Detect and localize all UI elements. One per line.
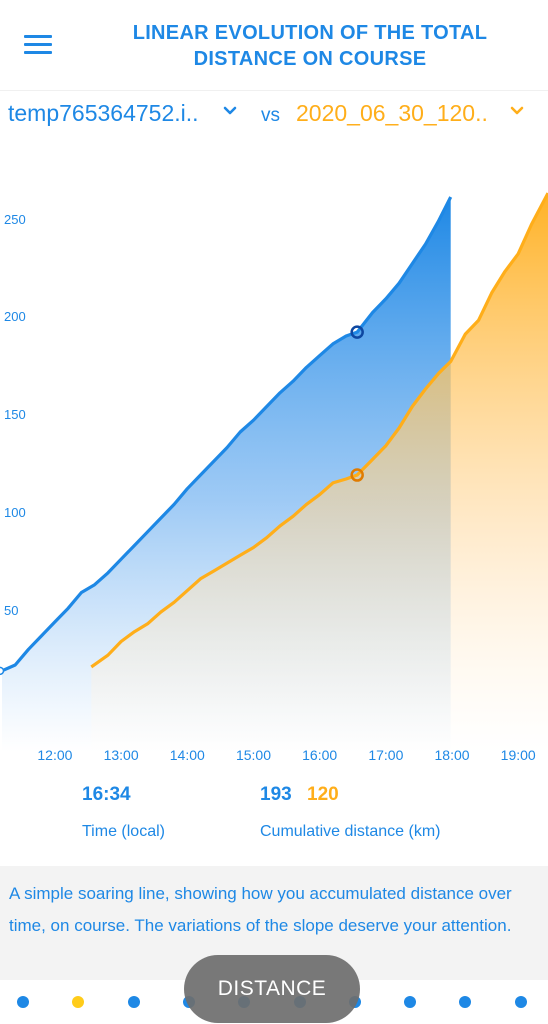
cursor-distance-b-value: 120 bbox=[307, 784, 339, 805]
x-tick-label: 18:00 bbox=[434, 747, 470, 763]
y-tick-label: 150 bbox=[4, 407, 26, 423]
series-b-area bbox=[91, 193, 548, 752]
time-axis-caption: Time (local) bbox=[82, 823, 165, 840]
x-tick-label: 19:00 bbox=[500, 747, 536, 763]
series-a-line bbox=[1, 196, 453, 673]
x-tick-label: 17:00 bbox=[368, 747, 404, 763]
page-dot[interactable] bbox=[127, 996, 140, 1008]
page-dot[interactable] bbox=[17, 996, 29, 1008]
page-title-line1: LINEAR EVOLUTION OF THE TOTAL bbox=[132, 22, 488, 44]
x-tick-label: 14:00 bbox=[169, 747, 205, 763]
x-tick-label: 12:00 bbox=[37, 747, 73, 763]
y-tick-label: 200 bbox=[4, 309, 26, 325]
flight-a-selector[interactable]: temp765364752.i.. bbox=[8, 100, 199, 126]
series-a-start-marker bbox=[0, 666, 5, 676]
page-dot[interactable] bbox=[404, 996, 417, 1008]
flight-b-selector[interactable]: 2020_06_30_120.. bbox=[296, 100, 488, 126]
page-dot[interactable] bbox=[72, 996, 85, 1008]
hamburger-menu-icon[interactable] bbox=[22, 33, 54, 57]
comparison-selector-row bbox=[0, 90, 548, 141]
series-b-line bbox=[90, 192, 548, 669]
vs-label: vs bbox=[261, 105, 280, 126]
app-header: LINEAR EVOLUTION OF THE TOTAL DISTANCE O… bbox=[0, 0, 548, 88]
chart-type-pill-button[interactable]: DISTANCE bbox=[184, 955, 360, 1023]
page-dot[interactable] bbox=[514, 996, 527, 1008]
page-dot[interactable] bbox=[459, 996, 472, 1008]
x-tick-label: 13:00 bbox=[103, 747, 139, 763]
distance-chart[interactable]: 50 100 150 200 250 12:00 13:00 14:00 15:00 16:00… bbox=[0, 140, 548, 780]
page-title-line2: DISTANCE ON COURSE bbox=[193, 48, 427, 70]
chevron-down-icon[interactable] bbox=[510, 104, 524, 118]
chart-canvas[interactable] bbox=[0, 140, 548, 780]
cursor-marker-b bbox=[350, 468, 364, 482]
page-title: LINEAR EVOLUTION OF THE TOTAL DISTANCE O… bbox=[90, 20, 530, 72]
cursor-marker-a bbox=[350, 325, 364, 339]
distance-axis-caption: Cumulative distance (km) bbox=[260, 823, 441, 840]
cursor-time-value: 16:34 bbox=[82, 784, 131, 805]
chevron-down-icon[interactable] bbox=[223, 104, 237, 118]
y-tick-label: 50 bbox=[4, 603, 19, 619]
y-tick-label: 250 bbox=[4, 211, 26, 227]
chart-description-text: A simple soaring line, showing how you a… bbox=[9, 884, 512, 935]
cursor-distance-a-value: 193 bbox=[260, 784, 292, 805]
x-tick-label: 16:00 bbox=[302, 747, 338, 763]
y-tick-label: 100 bbox=[4, 505, 26, 521]
x-tick-label: 15:00 bbox=[235, 747, 271, 763]
